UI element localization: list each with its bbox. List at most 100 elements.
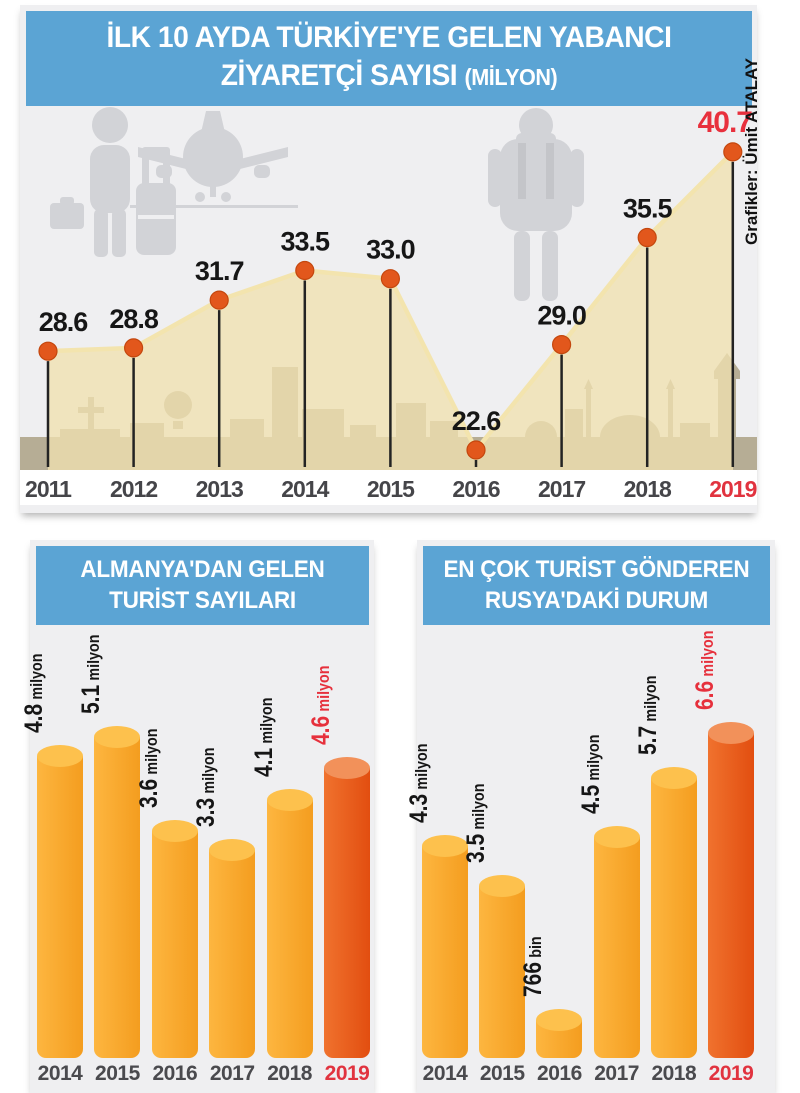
bar-label-2019: 4.6 milyon [307, 527, 335, 745]
panel-visitors-chart: İLK 10 AYDA TÜRKİYE'YE GELEN YABANCI ZİY… [20, 5, 757, 513]
bar-label-2016: 3.6 milyon [135, 590, 163, 808]
traveler-leg [94, 209, 108, 257]
traveler-head [92, 107, 128, 143]
x-tick-2017: 2017 [594, 1062, 639, 1085]
bar-label-number: 4.6 [307, 715, 335, 745]
bar-label-2019: 6.6 milyon [691, 492, 719, 710]
visitors-title: İLK 10 AYDA TÜRKİYE'YE GELEN YABANCI ZİY… [48, 19, 730, 96]
bar-label-2015: 3.5 milyon [462, 645, 490, 863]
x-tick-2012: 2012 [110, 476, 157, 502]
traveler-leg [112, 209, 126, 257]
x-tick-2019: 2019 [708, 1062, 754, 1085]
germany-title-line2: TURİST SAYILARI [109, 587, 296, 614]
bar-label-2016: 766 bin [519, 779, 547, 997]
airplane-icon [130, 111, 298, 208]
bar-label-2015: 5.1 milyon [77, 496, 105, 714]
bar-label-unit: milyon [27, 653, 46, 700]
panel-russia-chart: EN ÇOK TURİST GÖNDEREN RUSYA'DAKİ DURUM … [405, 540, 775, 1093]
bar-cap-2015 [479, 875, 526, 897]
bar-label-2014: 4.8 milyon [20, 515, 48, 733]
x-tick-2014: 2014 [37, 1062, 83, 1085]
plane-engine [156, 165, 172, 178]
bar-cap-2017 [209, 839, 256, 861]
backpack-strap [546, 143, 554, 199]
x-tick-2013: 2013 [196, 476, 243, 502]
bar-label-unit: milyon [199, 747, 219, 794]
bar-cap-2019 [708, 722, 754, 744]
data-point-2012 [123, 338, 144, 358]
visitors-line-chart: 2011 2012 2013 2014 2015 2016 2017 2018 2019 28.6… [20, 106, 757, 505]
bar-2018 [650, 778, 697, 1058]
plane-engine [254, 165, 270, 178]
bar-label-unit: milyon [583, 734, 603, 781]
x-tick-2015: 2015 [479, 1062, 525, 1085]
x-tick-2016: 2016 [452, 476, 499, 502]
value-label-2016: 22.6 [452, 406, 502, 436]
bar-2018 [266, 800, 313, 1058]
value-label-2017: 29.0 [537, 301, 586, 331]
plane-gear [210, 185, 216, 197]
value-label-2012: 28.8 [109, 304, 159, 334]
russia-title: EN ÇOK TURİST GÖNDEREN RUSYA'DAKİ DURUM [433, 554, 759, 616]
data-point-2019 [723, 142, 743, 162]
bar-cap-2018 [266, 789, 313, 811]
data-point-2017 [551, 334, 572, 355]
russia-title-line2: RUSYA'DAKİ DURUM [484, 587, 709, 614]
x-tick-2019: 2019 [324, 1062, 370, 1085]
bar-label-2017: 3.3 milyon [192, 609, 221, 827]
x-tick-2015: 2015 [367, 476, 415, 502]
runway-line [130, 205, 298, 208]
data-point-2013 [209, 290, 229, 310]
bar-label-number: 5.7 [633, 725, 662, 755]
x-tick-2018: 2018 [267, 1062, 312, 1085]
bar-2019 [708, 733, 754, 1058]
backpack-icon [500, 139, 572, 231]
value-label-2013: 31.7 [195, 256, 244, 286]
x-axis-strip [20, 470, 757, 505]
backpacker-leg [542, 231, 558, 301]
traveler-body [90, 145, 130, 213]
bar-label-number: 4.8 [20, 703, 48, 733]
bar-label-number: 4.1 [249, 747, 278, 777]
visitors-title-banner: İLK 10 AYDA TÜRKİYE'YE GELEN YABANCI ZİY… [26, 11, 752, 106]
bar-label-unit: milyon [640, 675, 660, 722]
bar-label-number: 3.3 [192, 797, 221, 827]
bar-label-unit: bin [526, 936, 546, 958]
bar-label-unit: milyon [314, 665, 333, 712]
x-tick-2019: 2019 [709, 476, 756, 502]
x-tick-2018: 2018 [651, 1062, 697, 1085]
backpacker-arm [488, 149, 502, 207]
bar-label-number: 4.5 [576, 784, 605, 814]
briefcase-handle [60, 197, 74, 205]
briefcase-icon [50, 203, 84, 229]
value-label-2015: 33.0 [366, 235, 415, 265]
value-label-2011: 28.6 [39, 307, 89, 337]
x-tick-2017: 2017 [209, 1062, 255, 1085]
visitors-title-line1: İLK 10 AYDA TÜRKİYE'YE GELEN YABANCI [106, 21, 672, 54]
backpacker-arm [570, 149, 584, 207]
suitcase-handle [142, 151, 149, 185]
data-point-2016 [466, 440, 486, 460]
bar-2019 [324, 768, 370, 1058]
bar-2014 [422, 846, 468, 1058]
value-label-2018: 35.5 [623, 194, 673, 224]
visitors-title-line2: ZİYARETÇİ SAYISI (MİLYON) [48, 57, 730, 96]
x-tick-2014: 2014 [281, 476, 329, 502]
panel-germany-chart: ALMANYA'DAN GELEN TURİST SAYILARI 4.8 mil… [20, 540, 374, 1093]
bar-cap-2016 [536, 1009, 583, 1031]
bar-2014 [37, 756, 83, 1058]
bar-2015 [479, 886, 526, 1058]
x-tick-2011: 2011 [25, 476, 72, 502]
plane-fuselage [183, 127, 243, 187]
bar-2016 [151, 831, 198, 1058]
backpacker-leg [514, 231, 530, 301]
bar-2017 [593, 837, 640, 1058]
bar-cap-2017 [593, 826, 640, 848]
credit-text: Grafikler: Ümit ATALAY [742, 57, 761, 245]
bar-cap-2015 [94, 726, 141, 748]
bar-2017 [209, 850, 256, 1058]
germany-title-banner: ALMANYA'DAN GELEN TURİST SAYILARI [36, 546, 369, 625]
bar-cap-2019 [324, 757, 370, 779]
bar-2015 [94, 737, 141, 1058]
